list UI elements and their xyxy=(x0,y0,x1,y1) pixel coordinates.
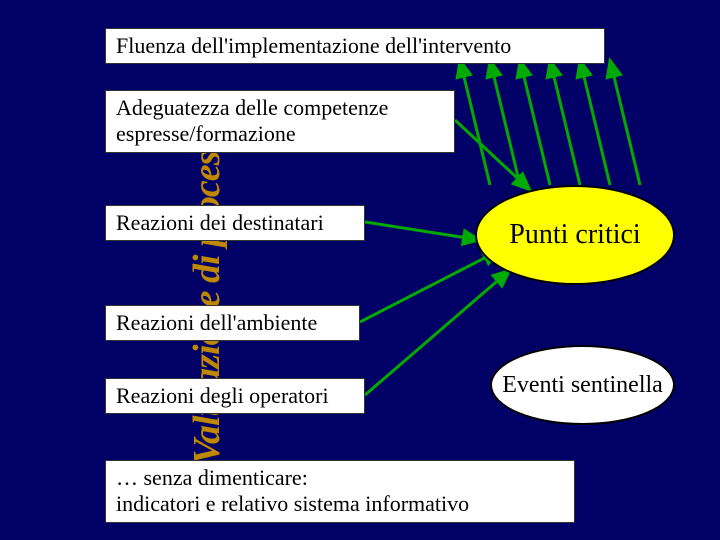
box-reazioni-destinatari: Reazioni dei destinatari xyxy=(105,205,365,241)
ellipse-punti-critici: Punti critici xyxy=(475,185,675,285)
ellipse-eventi-sentinella: Eventi sentinella xyxy=(490,345,675,425)
box-adeguatezza-text: Adeguatezza delle competenze espresse/fo… xyxy=(116,95,388,146)
ellipse-punti-critici-text: Punti critici xyxy=(509,220,640,251)
box-adeguatezza: Adeguatezza delle competenze espresse/fo… xyxy=(105,90,455,153)
box-reazioni-operatori: Reazioni degli operatori xyxy=(105,378,365,414)
ellipse-eventi-sentinella-text: Eventi sentinella xyxy=(502,372,663,398)
box-reazioni-ambiente: Reazioni dell'ambiente xyxy=(105,305,360,341)
box-indicatori: … senza dimenticare: indicatori e relati… xyxy=(105,460,575,523)
box-fluenza: Fluenza dell'implementazione dell'interv… xyxy=(105,28,605,64)
